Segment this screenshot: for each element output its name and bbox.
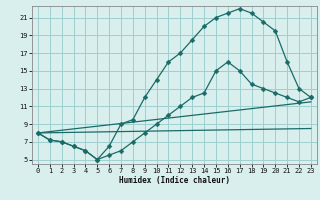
X-axis label: Humidex (Indice chaleur): Humidex (Indice chaleur) [119, 176, 230, 185]
